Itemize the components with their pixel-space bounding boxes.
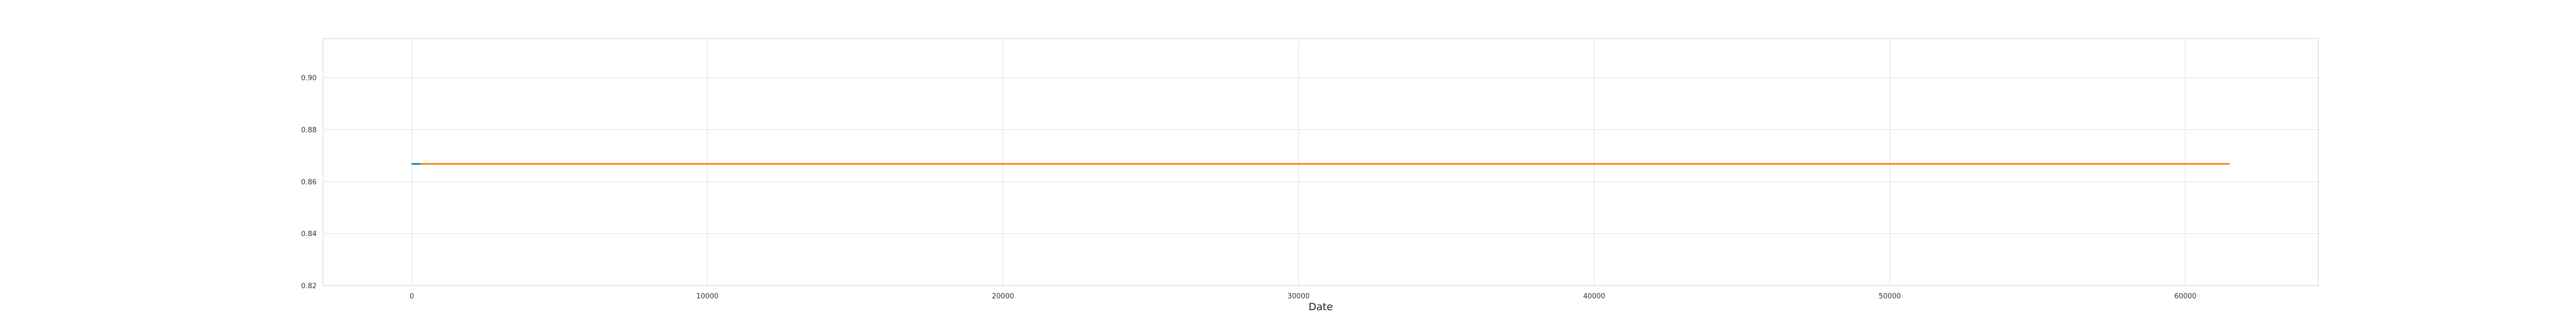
x-tick-label: 50000 [1879, 292, 1901, 301]
x-tick-label: 30000 [1287, 292, 1309, 301]
x-tick-label: 20000 [992, 292, 1014, 301]
y-tick-label: 0.88 [301, 126, 317, 134]
y-tick-label: 0.90 [301, 75, 317, 83]
x-tick-label: 0 [409, 292, 414, 301]
axis-ticks: 0 10000 20000 30000 40000 50000 60000 0.82 0.84 0… [301, 75, 2197, 301]
x-tick-label: 60000 [2174, 292, 2196, 301]
grid-lines [323, 39, 2318, 286]
x-tick-label: 40000 [1583, 292, 1605, 301]
y-tick-label: 0.82 [301, 282, 317, 290]
y-tick-label: 0.84 [301, 230, 317, 238]
x-axis-label: Date [1308, 301, 1333, 313]
x-tick-label: 10000 [696, 292, 718, 301]
y-tick-label: 0.86 [301, 178, 317, 186]
plot-frame [323, 38, 2319, 286]
